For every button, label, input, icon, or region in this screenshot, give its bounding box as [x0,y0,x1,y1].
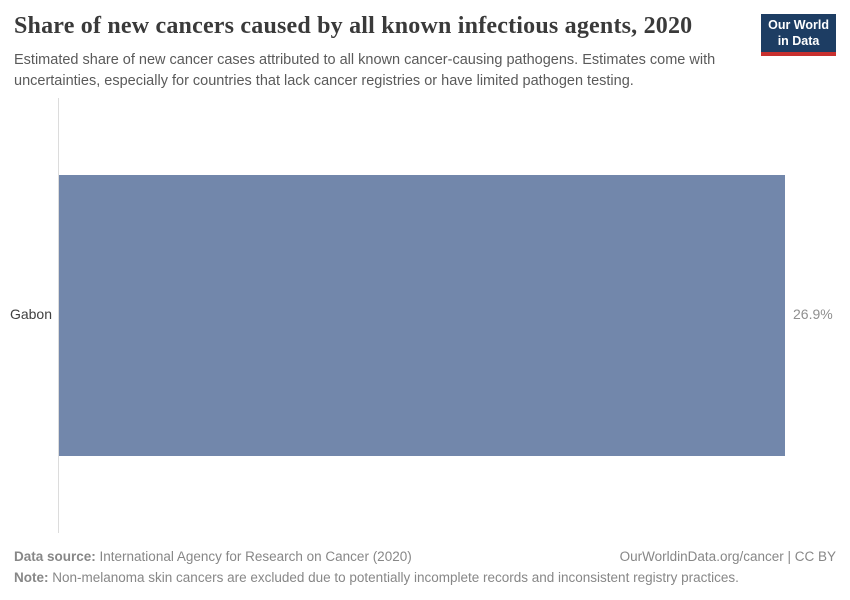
footer-sources-row: Data source: International Agency for Re… [14,548,836,567]
owid-logo-line1: Our World [768,18,829,32]
value-label: 26.9% [793,305,833,322]
attribution-link[interactable]: OurWorldinData.org/cancer | CC BY [619,549,836,564]
owid-logo-line2: in Data [777,33,820,48]
chart-subtitle: Estimated share of new cancer cases attr… [14,52,716,90]
owid-logo: Our World in Data [761,14,836,57]
data-source-text: Data source: International Agency for Re… [14,548,412,567]
y-axis-line [58,98,59,533]
entity-label[interactable]: Gabon [9,305,52,322]
note-text: Non-melanoma skin cancers are excluded d… [48,570,739,585]
bar-gabon[interactable] [59,175,785,456]
note-label: Note: [14,570,49,585]
page-title: Share of new cancers caused by all known… [14,13,693,39]
data-source-value: International Agency for Research on Can… [95,549,412,564]
bar-chart: Gabon 26.9% [0,98,850,533]
data-source-label: Data source: [14,549,96,564]
footer-note-row: Note: Non-melanoma skin cancers are excl… [14,569,836,588]
